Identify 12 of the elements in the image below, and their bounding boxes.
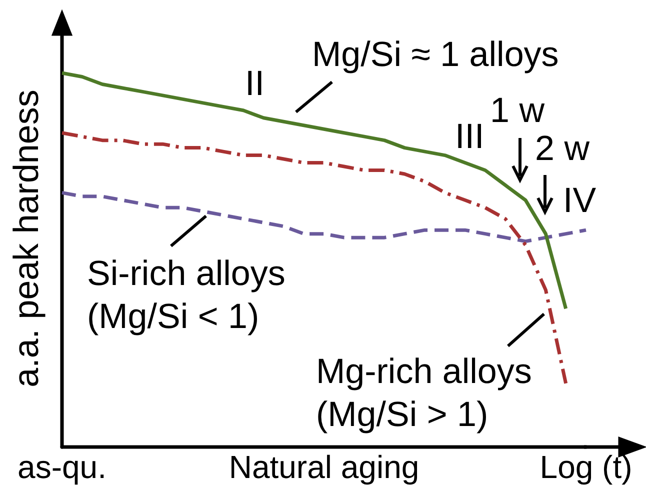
x-tick-label: as-qu. bbox=[18, 449, 106, 485]
annotation: II bbox=[245, 64, 264, 103]
series-label: Mg/Si ≈ 1 alloys bbox=[312, 35, 559, 74]
annotation: IV bbox=[563, 181, 597, 220]
annotation: 1 w bbox=[490, 91, 546, 130]
series-label: Si-rich alloys (Mg/Si < 1) bbox=[87, 254, 286, 336]
x-axis-title: Natural aging bbox=[228, 449, 420, 485]
annotation: III bbox=[455, 117, 484, 156]
x-tick-label: Log (t) bbox=[540, 449, 632, 485]
series-label: Mg-rich alloys (Mg/Si > 1) bbox=[316, 352, 532, 434]
annotation: 2 w bbox=[535, 129, 590, 168]
y-axis-title: a.a. peak hardness bbox=[7, 90, 46, 388]
